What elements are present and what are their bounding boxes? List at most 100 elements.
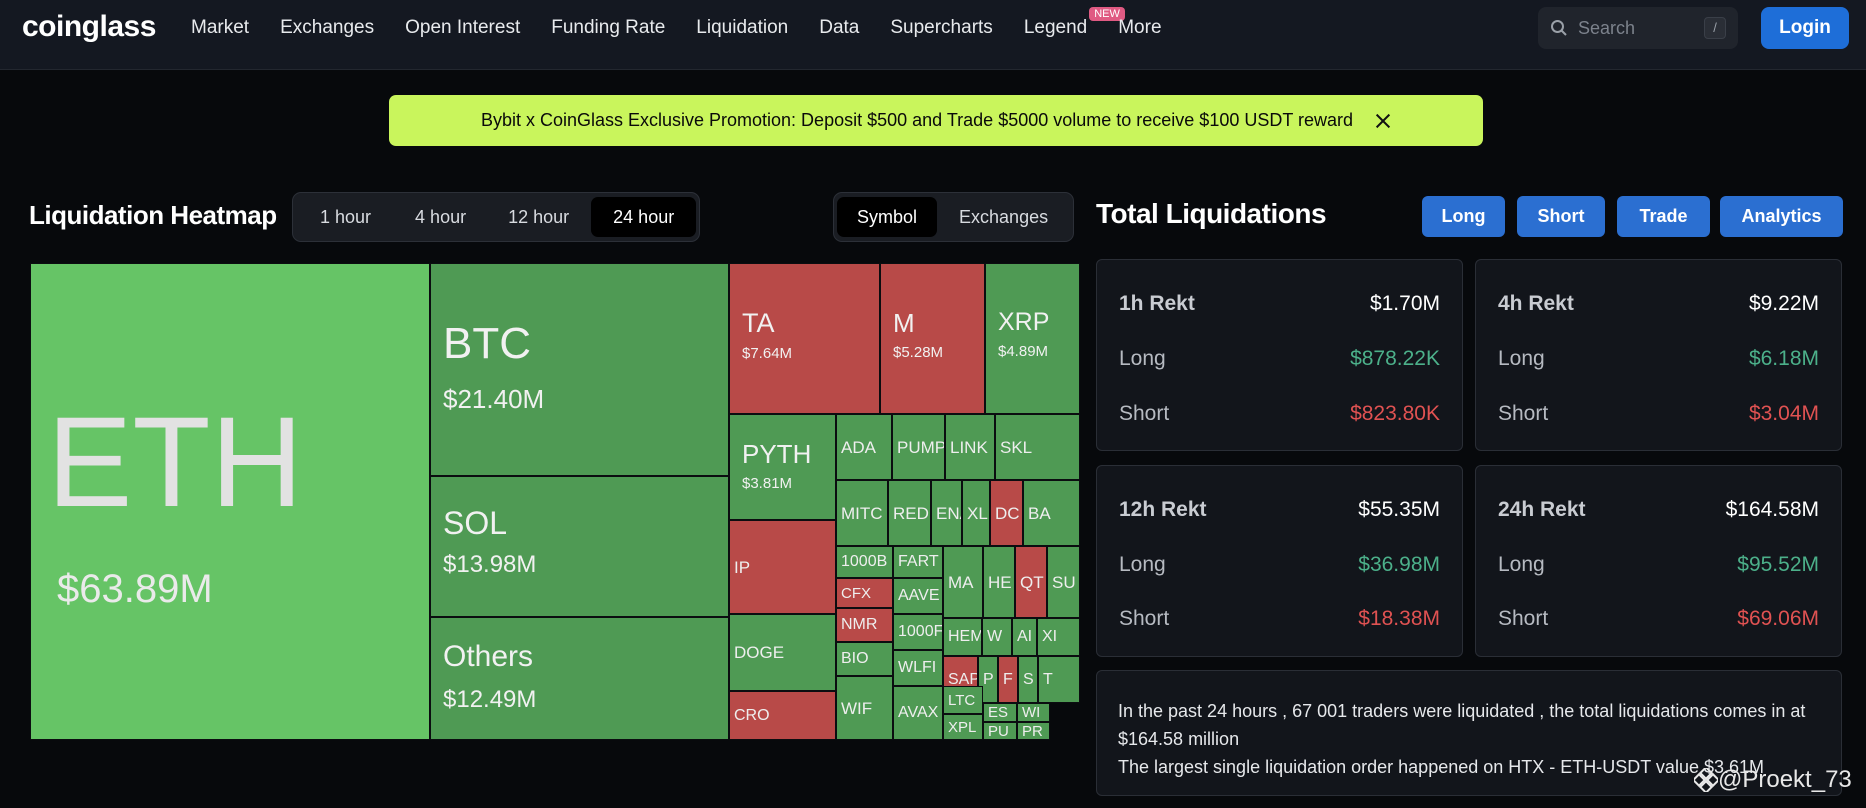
tile-small-link[interactable]: LINK [945, 414, 995, 480]
tile-small-ai[interactable]: AI [1012, 618, 1037, 656]
tile-symbol: SKL [1000, 437, 1033, 457]
tile-m[interactable]: M $5.28M [880, 263, 985, 414]
nav-market[interactable]: Market [191, 17, 250, 38]
tile-symbol: CRO [734, 706, 770, 724]
tile-small-hem[interactable]: HEM [943, 618, 982, 656]
range-4-hour[interactable]: 4 hour [415, 207, 467, 227]
tile-others[interactable]: Others $12.49M [430, 617, 729, 740]
long-value: $6.18M [1748, 347, 1819, 370]
tile-small-wif[interactable]: WIF [836, 676, 893, 740]
card-title: 12h Rekt [1119, 498, 1207, 521]
promo-banner[interactable]: Bybit x CoinGlass Exclusive Promotion: D… [389, 95, 1483, 146]
tile-small-pr[interactable]: PR [1017, 722, 1050, 740]
tile-small-red[interactable]: RED [888, 480, 931, 546]
long-value: $36.98M [1358, 553, 1440, 576]
tile-small-xi[interactable]: XI [1037, 618, 1080, 656]
tile-small-ma[interactable]: MA [943, 546, 983, 618]
trade-button[interactable]: Trade [1617, 196, 1710, 237]
tile-small-s[interactable]: S [1018, 656, 1038, 703]
tile-small-wlfi[interactable]: WLFI [893, 650, 943, 686]
tile-pyth[interactable]: PYTH $3.81M [729, 414, 836, 520]
tile-small-skl[interactable]: SKL [995, 414, 1080, 480]
range-12-hour[interactable]: 12 hour [508, 207, 570, 227]
tile-small-su[interactable]: SU [1047, 546, 1080, 618]
rekt-card-1h: 1h Rekt $1.70M Long $878.22K Short $823.80K [1096, 259, 1463, 451]
tile-small-he[interactable]: HE [983, 546, 1015, 618]
nav-data[interactable]: Data [819, 17, 860, 38]
tile-small-bio[interactable]: BIO [836, 642, 893, 676]
tile-small-ada[interactable]: ADA [836, 414, 892, 480]
tile-small-1000b[interactable]: 1000B [836, 546, 893, 578]
tile-small-ip[interactable]: IP [729, 520, 836, 614]
tile-symbol: S [1023, 670, 1034, 688]
mode-symbol[interactable]: Symbol [837, 197, 938, 237]
tile-small-dc[interactable]: DC [990, 480, 1023, 546]
tile-small-t[interactable]: T [1038, 656, 1080, 703]
summary-line-2: The largest single liquidation order hap… [1118, 757, 1765, 777]
tile-value: $12.49M [443, 686, 537, 713]
tile-small-f[interactable]: F [998, 656, 1018, 703]
total-liquidations-title: Total Liquidations [1096, 198, 1327, 229]
tile-small-pump[interactable]: PUMP [892, 414, 945, 480]
tile-small-cfx[interactable]: CFX [836, 578, 893, 608]
tile-small-pu[interactable]: PU [983, 722, 1017, 740]
tile-symbol: PU [988, 722, 1009, 740]
tile-small-fart[interactable]: FART [893, 546, 943, 578]
search-box[interactable]: / [1538, 7, 1738, 49]
analytics-button[interactable]: Analytics [1720, 196, 1843, 237]
tile-symbol: HEM [948, 628, 982, 645]
tile-small-1000f[interactable]: 1000F [893, 614, 943, 650]
tile-small-mitc[interactable]: MITC [836, 480, 888, 546]
long-value: $95.52M [1737, 553, 1819, 576]
tile-small-es[interactable]: ES [983, 703, 1017, 722]
tile-small-xpl[interactable]: XPL [943, 714, 983, 740]
nav-supercharts[interactable]: Supercharts [890, 17, 993, 38]
tile-small-nmr[interactable]: NMR [836, 608, 893, 642]
tile-symbol: Others [443, 640, 534, 673]
nav-open-interest[interactable]: Open Interest [405, 17, 521, 38]
tile-btc[interactable]: BTC $21.40M [430, 263, 729, 476]
tile-symbol: BTC [443, 319, 531, 368]
tile-symbol: ETH [47, 391, 303, 534]
tile-small-qt[interactable]: QT [1015, 546, 1047, 618]
range-1-hour[interactable]: 1 hour [320, 207, 372, 227]
nav-exchanges[interactable]: Exchanges [280, 17, 375, 38]
nav-legend[interactable]: Legend NEW [1023, 7, 1125, 39]
tile-symbol: QT [1020, 572, 1044, 592]
group-mode-selector: Symbol Exchanges [833, 192, 1075, 242]
close-icon[interactable] [1375, 113, 1391, 129]
tile-small-cro[interactable]: CRO [729, 691, 836, 740]
tile-small-doge[interactable]: DOGE [729, 614, 836, 691]
range-24-hour[interactable]: 24 hour [591, 197, 697, 237]
long-button[interactable]: Long [1422, 196, 1505, 237]
tile-small-w[interactable]: W [982, 618, 1012, 656]
tile-small-avax[interactable]: AVAX [893, 686, 943, 740]
diamond-logo-icon [1694, 768, 1718, 792]
nav-funding-rate[interactable]: Funding Rate [551, 17, 666, 38]
tile-small-xlm[interactable]: XLM [962, 480, 990, 546]
tile-eth[interactable]: ETH $63.89M [30, 263, 430, 740]
tile-symbol: DOGE [734, 643, 785, 662]
tile-sol[interactable]: SOL $13.98M [430, 476, 729, 617]
tile-ta[interactable]: TA $7.64M [729, 263, 880, 414]
tile-small-aave[interactable]: AAVE [893, 578, 943, 614]
main-nav: Market Exchanges Open Interest Funding R… [191, 0, 1193, 56]
tile-symbol: XRP [998, 308, 1050, 336]
mode-exchanges[interactable]: Exchanges [959, 207, 1049, 227]
tile-xrp[interactable]: XRP $4.89M [985, 263, 1080, 414]
tile-small-ba[interactable]: BA [1023, 480, 1080, 546]
short-button[interactable]: Short [1517, 196, 1605, 237]
coinglass-logo[interactable]: coinglass [22, 10, 156, 43]
nav-legend-label: Legend [1023, 17, 1088, 38]
search-input[interactable] [1578, 17, 1698, 39]
tile-small-p[interactable]: P [978, 656, 998, 703]
nav-liquidation[interactable]: Liquidation [696, 17, 789, 38]
login-button[interactable]: Login [1761, 7, 1849, 49]
tile-small-wi[interactable]: WI [1017, 703, 1050, 722]
tile-symbol: WI [1022, 704, 1041, 721]
tile-symbol: PYTH [742, 439, 812, 469]
tile-small-ena[interactable]: ENA [931, 480, 962, 546]
tile-small-ltc[interactable]: LTC [943, 686, 983, 714]
nav-more[interactable]: More [1118, 17, 1162, 38]
search-shortcut-key: / [1704, 17, 1726, 39]
